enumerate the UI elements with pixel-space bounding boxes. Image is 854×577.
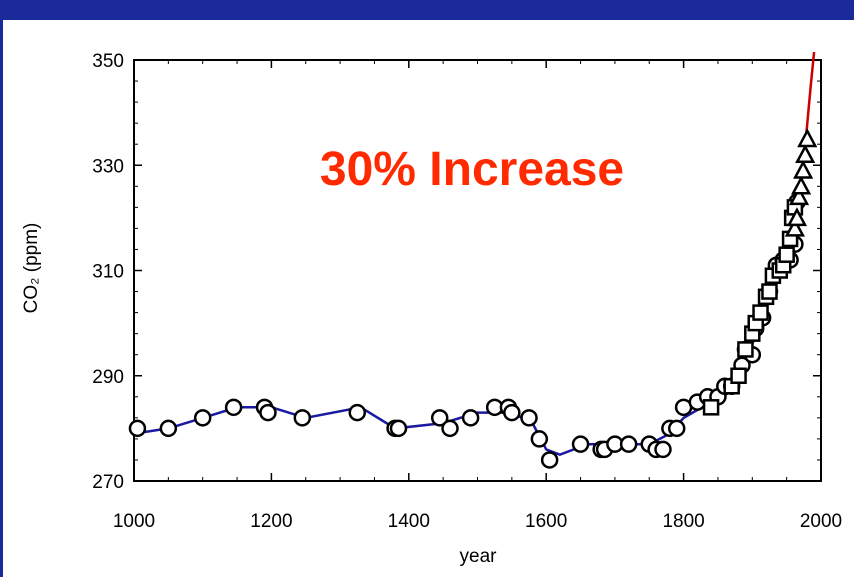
triangle-point — [790, 175, 812, 195]
square-point — [761, 283, 778, 300]
triangle-point — [795, 144, 816, 163]
circle-point — [503, 403, 521, 422]
y-tick-label: 330 — [92, 156, 124, 177]
triangle-point — [788, 186, 810, 206]
x-tick-label: 2000 — [800, 511, 842, 532]
circle-point — [461, 409, 480, 427]
circle-point — [224, 398, 243, 417]
slide-header-bar — [0, 0, 854, 20]
slide-left-border — [0, 20, 3, 577]
circle-point — [520, 409, 538, 427]
circle-point — [159, 419, 178, 438]
axes — [133, 59, 822, 482]
circle-point — [667, 419, 686, 438]
square-point — [778, 246, 795, 263]
y-axis-title: CO₂ (ppm) — [21, 223, 42, 314]
x-tick-label: 1800 — [662, 511, 704, 532]
circle-point — [441, 419, 459, 438]
y-tick-label: 270 — [92, 472, 124, 493]
square-point — [702, 399, 720, 416]
triangle-point — [793, 159, 814, 179]
axis-labels: 270 290 310 330 350 1000 1200 1400 1600 1800 2000 — [92, 51, 842, 532]
triangle-point — [786, 207, 808, 227]
x-tick-label: 1200 — [250, 511, 292, 532]
x-tick-label: 1000 — [113, 511, 155, 532]
triangle-point — [797, 128, 818, 148]
circle-point — [389, 419, 408, 438]
circle-point — [128, 419, 147, 438]
circle-point — [293, 409, 312, 427]
circle-point — [619, 435, 638, 453]
circle-point — [430, 409, 449, 427]
y-tick-label: 350 — [92, 51, 124, 72]
circle-point — [540, 451, 559, 469]
x-tick-label: 1400 — [388, 511, 430, 532]
circle-point — [193, 409, 212, 427]
circle-point — [530, 430, 549, 448]
circle-point — [348, 403, 367, 422]
circle-point — [259, 403, 277, 422]
x-tick-label: 1600 — [525, 511, 567, 532]
y-tick-label: 290 — [92, 367, 124, 388]
circle-point — [654, 440, 672, 459]
increase-annotation: 30% Increase — [320, 143, 624, 196]
x-axis-title: year — [460, 546, 498, 567]
triangle-point — [784, 217, 805, 237]
y-tick-label: 310 — [92, 262, 124, 283]
square-point — [737, 341, 754, 358]
square-point — [730, 367, 747, 384]
square-point — [752, 304, 769, 321]
circle-point — [571, 435, 590, 453]
data-markers — [128, 128, 818, 469]
